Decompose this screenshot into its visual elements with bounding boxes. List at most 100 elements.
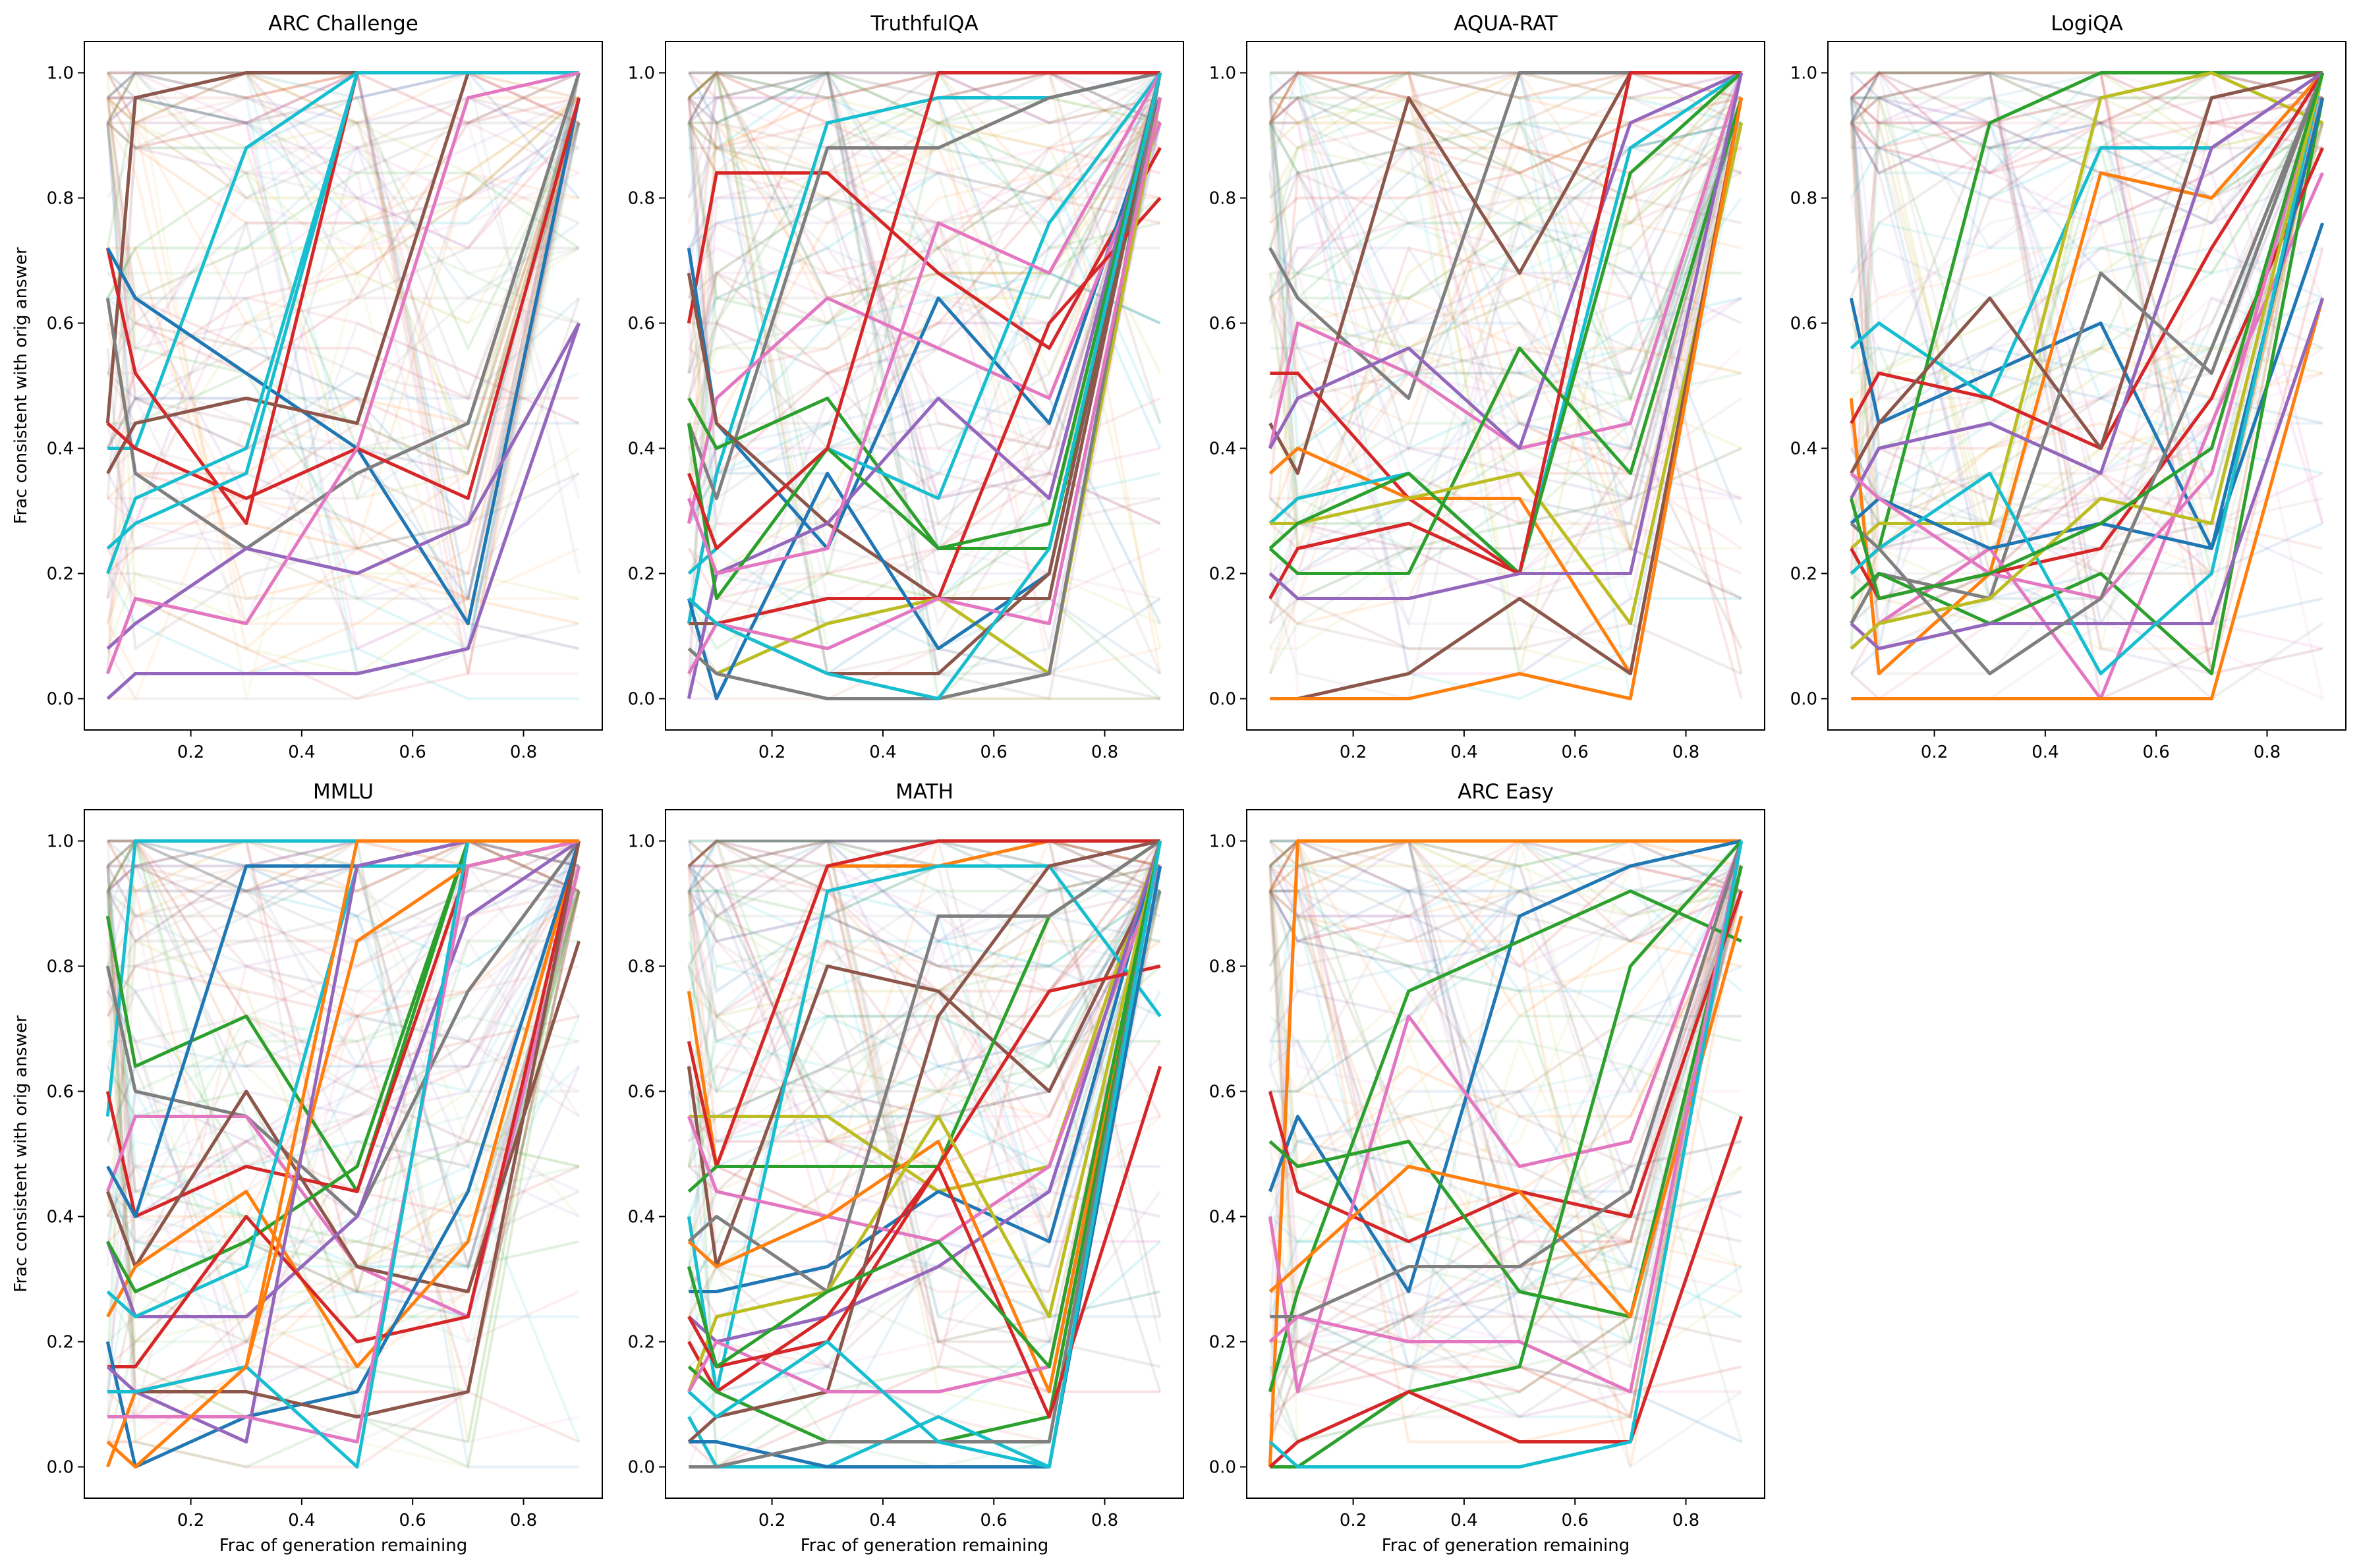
faint-series-line: [106, 447, 580, 625]
faint-series-line: [1268, 171, 1743, 524]
faint-series-line: [689, 839, 1162, 1394]
faint-series-line: [106, 122, 581, 476]
series-line: [687, 841, 1162, 1469]
faint-series-line: [1850, 72, 2323, 326]
faint-series-line: [106, 864, 580, 1067]
y-tick-label: 0.6: [1790, 314, 1817, 334]
faint-series-line: [687, 122, 1162, 299]
faint-series-line: [1268, 122, 1743, 476]
faint-series-line: [1850, 96, 2323, 175]
faint-series-line: [687, 889, 1161, 1267]
faint-series-line: [1850, 97, 2323, 175]
series-line: [1268, 71, 1742, 450]
faint-series-line: [1268, 122, 1743, 553]
x-tick-label: 0.6: [399, 742, 426, 762]
x-tick-label: 0.2: [758, 742, 785, 762]
faint-series-line: [687, 889, 1162, 1120]
x-tick-label: 0.2: [1340, 742, 1367, 762]
faint-series-line: [687, 890, 1162, 1319]
faint-series-line: [687, 864, 1161, 1143]
faint-series-line: [106, 122, 581, 499]
faint-series-line: [107, 96, 581, 500]
faint-series-line: [106, 122, 581, 526]
faint-series-line: [106, 839, 580, 968]
faint-series-line: [107, 171, 580, 500]
faint-series-line: [1270, 72, 1743, 453]
faint-series-line: [107, 839, 579, 943]
faint-series-line: [687, 70, 1160, 700]
faint-series-line: [1268, 96, 1742, 400]
faint-series-line: [106, 69, 580, 700]
series-line: [687, 841, 1162, 1393]
faint-series-line: [689, 865, 1162, 1168]
faint-series-line: [107, 72, 581, 550]
faint-series-line: [689, 839, 1161, 893]
y-tick-label: 0.0: [1790, 690, 1817, 710]
faint-series-line: [1268, 839, 1743, 1293]
series-line: [687, 71, 1161, 500]
faint-series-line: [106, 71, 581, 675]
faint-series-line: [106, 839, 581, 1272]
faint-series-line: [1850, 97, 2324, 401]
series-line: [105, 839, 581, 1318]
faint-series-line: [1268, 840, 1742, 918]
series-line: [1850, 72, 2325, 675]
faint-series-line: [106, 839, 580, 1018]
y-tick-label: 1.0: [47, 832, 74, 852]
series-line: [1850, 72, 2325, 600]
faint-series-line: [1850, 71, 2323, 150]
faint-series-line: [106, 71, 581, 250]
faint-series-line: [687, 96, 1161, 200]
x-tick-label: 0.8: [1672, 742, 1699, 762]
y-tick-label: 0.2: [47, 1333, 74, 1353]
faint-series-line: [106, 890, 581, 1243]
faint-series-line: [107, 146, 580, 375]
faint-series-line: [1270, 840, 1743, 1343]
faint-series-line: [1268, 72, 1743, 553]
faint-series-line: [687, 122, 1162, 349]
faint-series-line: [1850, 221, 2323, 675]
series-line: [107, 840, 581, 1368]
faint-series-line: [1268, 71, 1742, 99]
faint-series-line: [106, 866, 580, 1268]
faint-series-line: [1850, 97, 2324, 526]
faint-series-line: [1270, 71, 1742, 175]
faint-series-line: [1270, 841, 1743, 1419]
x-axis-label: Frac of generation remaining: [801, 1536, 1049, 1555]
faint-series-line: [1270, 839, 1743, 993]
series-line: [106, 322, 581, 700]
faint-series-line: [1850, 146, 2324, 524]
faint-series-line: [1268, 866, 1743, 1442]
faint-series-line: [1268, 96, 1742, 575]
y-tick-label: 0.2: [1790, 565, 1817, 584]
series-line: [687, 147, 1162, 350]
faint-series-line: [106, 864, 580, 993]
faint-series-line: [687, 890, 1162, 1293]
faint-series-line: [1268, 121, 1742, 225]
faint-series-line: [1850, 122, 2324, 600]
faint-series-line: [1268, 72, 1742, 451]
series-line: [687, 72, 1162, 700]
faint-series-line: [1268, 71, 1742, 124]
faint-series-line: [687, 72, 1162, 325]
faint-series-line: [687, 71, 1162, 625]
faint-series-line: [687, 98, 1161, 476]
faint-series-line: [106, 865, 580, 1193]
series-line: [687, 122, 1162, 524]
series-line: [1850, 71, 2323, 474]
faint-series-line: [687, 71, 1161, 125]
faint-series-line: [1268, 71, 1742, 600]
y-tick-label: 0.2: [628, 565, 655, 584]
faint-series-line: [1268, 840, 1743, 1244]
chart-title: ARC Challenge: [268, 12, 418, 36]
y-tick-label: 0.4: [628, 439, 655, 459]
faint-series-line: [1850, 72, 2324, 675]
series-line: [1850, 97, 2325, 550]
x-tick-label: 0.4: [869, 1511, 896, 1530]
x-tick-label: 0.8: [2254, 742, 2281, 762]
faint-series-line: [106, 97, 581, 526]
series-line: [1268, 1115, 1744, 1469]
faint-series-line: [687, 72, 1162, 449]
faint-series-line: [1268, 71, 1742, 99]
